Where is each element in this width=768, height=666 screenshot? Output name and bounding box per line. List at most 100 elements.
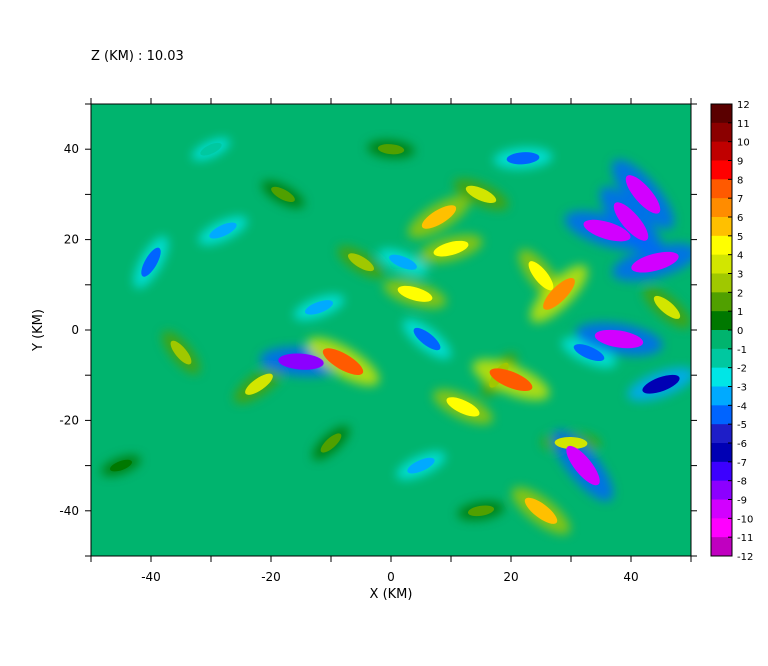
colorbar-label: -2 bbox=[737, 364, 747, 375]
colorbar-label: 2 bbox=[737, 288, 743, 299]
field-feature bbox=[320, 433, 342, 453]
field-feature bbox=[506, 152, 540, 165]
field-feature bbox=[566, 445, 600, 486]
field-feature bbox=[377, 144, 405, 155]
field-feature bbox=[631, 251, 679, 273]
colorbar-label: 6 bbox=[737, 213, 743, 224]
field-feature bbox=[467, 505, 495, 517]
colorbar-label: -8 bbox=[737, 477, 747, 488]
field-feature bbox=[465, 185, 497, 204]
colorbar-label: 11 bbox=[737, 119, 750, 130]
colorbar-label: -11 bbox=[737, 533, 753, 544]
colorbar-label: -7 bbox=[737, 458, 747, 469]
field-feature bbox=[554, 436, 588, 450]
x-tick-label: -20 bbox=[261, 570, 281, 584]
field-feature bbox=[421, 205, 457, 229]
x-tick-label: -40 bbox=[141, 570, 161, 584]
colorbar-segment bbox=[711, 518, 732, 538]
colorbar-segment bbox=[711, 330, 732, 350]
field-feature bbox=[271, 186, 295, 203]
field-feature bbox=[433, 240, 469, 257]
x-tick-label: 40 bbox=[623, 570, 638, 584]
field-feature bbox=[109, 459, 133, 472]
field-feature bbox=[653, 295, 681, 319]
field-feature bbox=[278, 353, 324, 370]
field-layer bbox=[101, 137, 691, 535]
colorbar-segment bbox=[711, 235, 732, 256]
colorbar-segment bbox=[711, 160, 732, 180]
field-feature bbox=[200, 142, 222, 156]
x-axis-label: X (KM) bbox=[370, 587, 413, 602]
field-feature bbox=[489, 368, 533, 392]
field-feature bbox=[625, 175, 661, 214]
colorbar-segment bbox=[711, 405, 732, 425]
colorbar-label: 7 bbox=[737, 194, 743, 205]
colorbar-label: -3 bbox=[737, 383, 747, 394]
colorbar-segment bbox=[711, 292, 732, 312]
colorbar: 1211109876543210-1-2-3-4-5-6-7-8-9-10-11… bbox=[710, 100, 753, 563]
colorbar-label: 0 bbox=[737, 326, 743, 337]
colorbar-label: 8 bbox=[737, 175, 743, 186]
y-tick-label: -20 bbox=[59, 413, 79, 427]
colorbar-segment bbox=[711, 141, 732, 161]
colorbar-segment bbox=[711, 348, 732, 369]
colorbar-label: 12 bbox=[737, 100, 750, 111]
colorbar-label: -5 bbox=[737, 420, 747, 431]
colorbar-label: -4 bbox=[737, 401, 747, 412]
field-feature bbox=[141, 247, 161, 277]
x-tick-label: 20 bbox=[503, 570, 518, 584]
colorbar-label: 10 bbox=[737, 138, 750, 149]
colorbar-segment bbox=[711, 367, 732, 387]
colorbar-label: -10 bbox=[737, 514, 753, 525]
axes: -40 -20 0 20 40 -40 -20 0 20 40 bbox=[59, 98, 697, 584]
colorbar-segment bbox=[711, 461, 732, 482]
colorbar-segment bbox=[711, 217, 732, 237]
chart-title: Z (KM) : 10.03 bbox=[91, 49, 184, 64]
y-axis-label: Y (KM) bbox=[31, 309, 46, 352]
colorbar-label: -12 bbox=[737, 552, 753, 563]
colorbar-segment bbox=[711, 311, 732, 331]
field-feature bbox=[348, 253, 374, 272]
y-tick-label: 0 bbox=[71, 323, 79, 337]
colorbar-label: 4 bbox=[737, 251, 743, 262]
field-feature bbox=[170, 340, 192, 365]
colorbar-segment bbox=[711, 499, 732, 519]
colorbar-label: -9 bbox=[737, 496, 747, 507]
field-feature bbox=[322, 348, 364, 375]
colorbar-label: -1 bbox=[737, 345, 747, 356]
plot-area bbox=[90, 103, 692, 557]
colorbar-segment bbox=[711, 122, 732, 143]
colorbar-segment bbox=[711, 424, 732, 444]
field-feature bbox=[389, 254, 417, 270]
colorbar-label: 3 bbox=[737, 270, 743, 281]
colorbar-segment bbox=[711, 537, 732, 557]
y-tick-label: 40 bbox=[64, 142, 79, 156]
colorbar-segment bbox=[711, 273, 732, 293]
field-feature bbox=[573, 344, 605, 362]
field-feature bbox=[524, 497, 558, 524]
colorbar-segment bbox=[711, 179, 732, 199]
field-feature bbox=[642, 374, 680, 394]
field-feature bbox=[583, 219, 631, 242]
field-feature bbox=[446, 397, 480, 417]
field-feature bbox=[413, 327, 441, 351]
field-feature bbox=[407, 457, 435, 474]
field-feature bbox=[245, 373, 273, 395]
colorbar-segment bbox=[711, 254, 732, 274]
colorbar-segment bbox=[711, 104, 732, 124]
field-feature bbox=[304, 300, 334, 315]
colorbar-segment bbox=[711, 386, 732, 406]
colorbar-label: 9 bbox=[737, 157, 743, 168]
field-feature bbox=[397, 285, 433, 302]
y-tick-label: 20 bbox=[64, 233, 79, 247]
colorbar-label: 1 bbox=[737, 307, 743, 318]
colorbar-label: 5 bbox=[737, 232, 743, 243]
colorbar-segment bbox=[711, 443, 732, 463]
field-feature bbox=[613, 202, 649, 241]
field-feature bbox=[209, 222, 237, 239]
colorbar-segment bbox=[711, 198, 732, 218]
colorbar-segment bbox=[711, 480, 732, 500]
field-feature bbox=[594, 329, 644, 349]
